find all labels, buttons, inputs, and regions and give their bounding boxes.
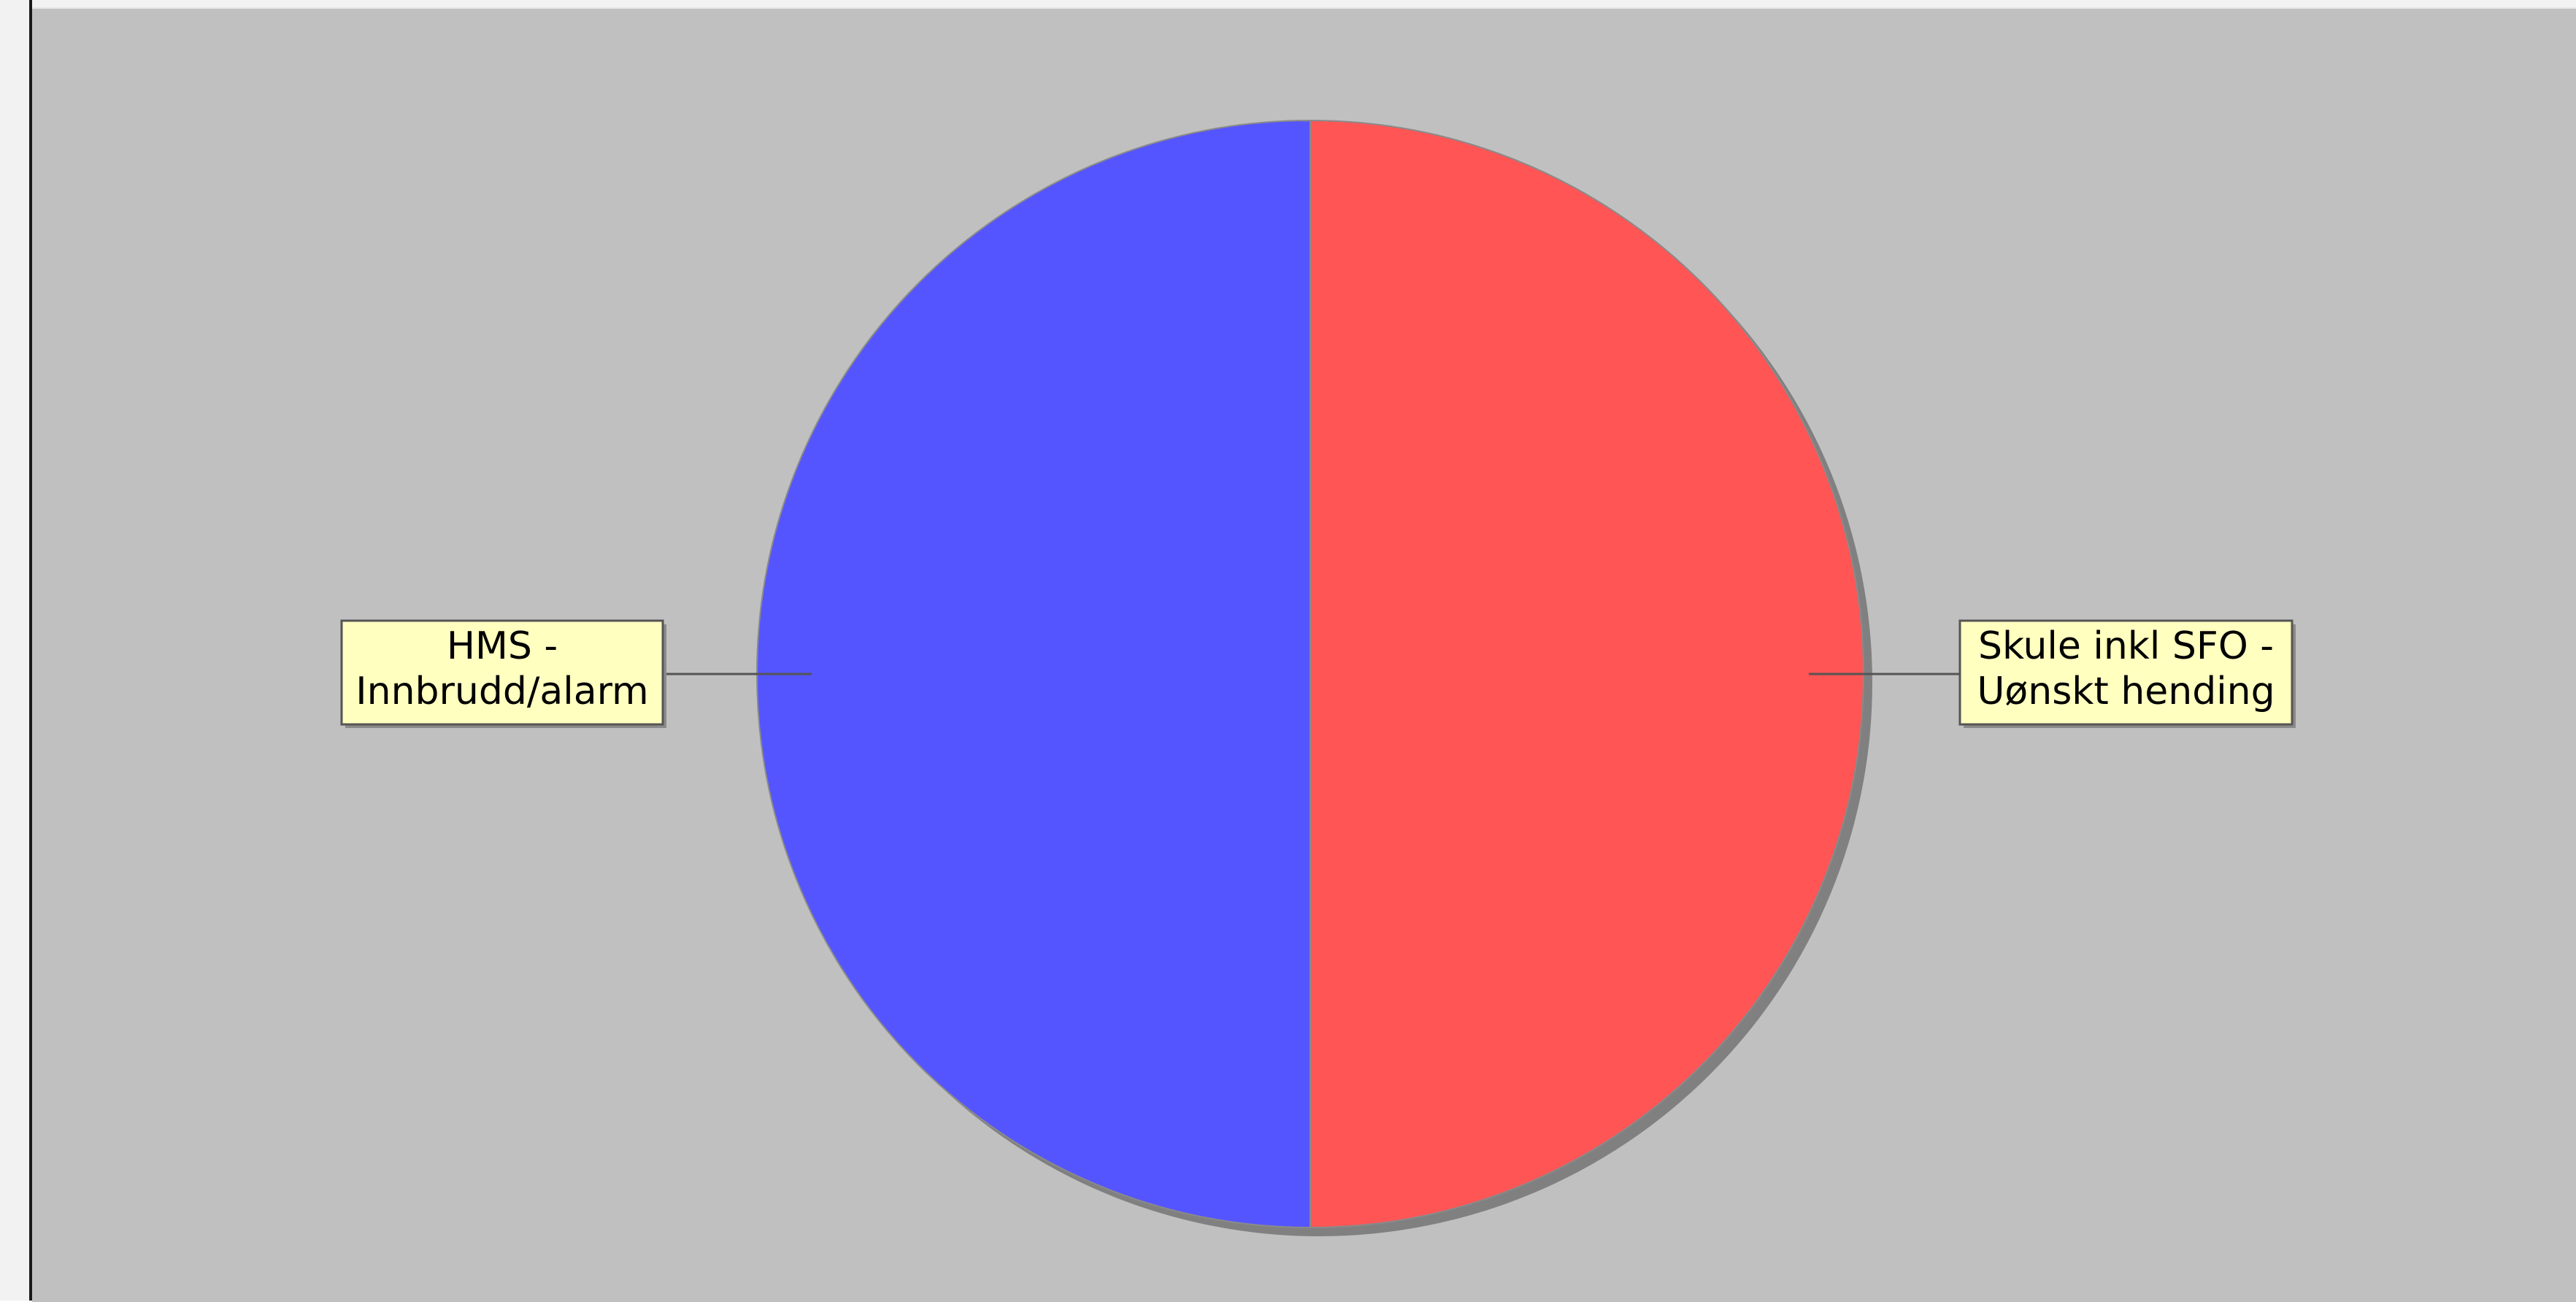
label-box <box>1958 619 2294 726</box>
pie-slice-hms-innbrudd <box>756 119 1311 1229</box>
label-box <box>340 619 664 726</box>
slice-label-line: Uønskt hending <box>1977 670 2275 713</box>
pie-labels: Skule inkl SFO -Uønskt hending HMS -Innbr… <box>340 619 2296 728</box>
slice-label-line: HMS - <box>447 624 558 668</box>
pie-slice-skule-inkl-sfo <box>1310 119 1864 1229</box>
slice-label-line: Skule inkl SFO - <box>1978 624 2274 668</box>
slice-label-line: Innbrudd/alarm <box>355 670 648 713</box>
pie-slices <box>756 119 1864 1229</box>
frame-left-border <box>29 0 32 1301</box>
